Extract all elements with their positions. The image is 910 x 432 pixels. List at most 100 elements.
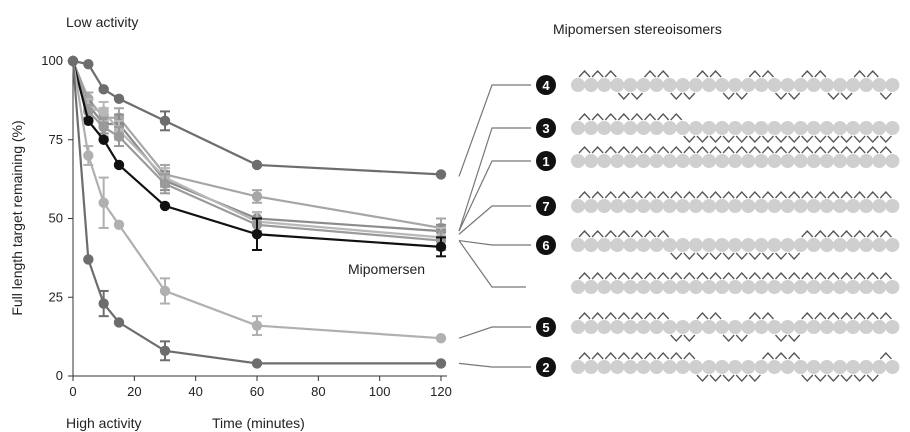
data-point: [98, 84, 109, 95]
nucleotide-bead: [819, 121, 834, 135]
y-axis-title: Full length target remaining (%): [9, 120, 25, 315]
series-4: [67, 55, 447, 180]
nucleotide-bead: [597, 360, 612, 374]
nucleotide-bead: [846, 280, 861, 294]
nucleotide-bead: [649, 238, 664, 252]
data-point: [113, 317, 125, 328]
nucleotide-bead: [793, 238, 808, 252]
nucleotide-bead: [780, 121, 795, 135]
data-point: [67, 55, 79, 67]
data-point: [83, 150, 94, 161]
nucleotide-bead: [702, 280, 716, 294]
nucleotide-bead: [833, 280, 847, 294]
nucleotide-bead: [885, 238, 900, 252]
nucleotide-bead: [571, 320, 585, 334]
nucleotide-bead: [597, 154, 612, 168]
backbone-chevrons: [578, 272, 892, 280]
nucleotide-bead: [872, 360, 887, 374]
nucleotide-bead: [833, 154, 847, 168]
nucleotide-bead: [754, 280, 769, 294]
x-axis-title: Time (minutes): [212, 415, 305, 431]
mipomersen-label: Mipomersen: [348, 261, 425, 277]
nucleotide-bead: [675, 360, 690, 374]
nucleotide-bead: [649, 320, 664, 334]
data-point: [159, 200, 171, 212]
nucleotide-bead: [623, 238, 638, 252]
nucleotide-bead: [780, 360, 795, 374]
data-point: [251, 229, 263, 240]
nucleotide-bead: [859, 360, 874, 374]
nucleotide-bead: [649, 121, 664, 135]
nucleotide-bead: [688, 121, 703, 135]
nucleotide-bead: [833, 320, 847, 334]
leader-line: [458, 239, 531, 246]
leader-line: [458, 362, 531, 368]
backbone-chevrons: [578, 352, 892, 382]
nucleotide-bead: [688, 360, 703, 374]
nucleotide-bead: [610, 280, 625, 294]
nucleotide-bead: [767, 121, 782, 135]
nucleotide-bead: [715, 238, 730, 252]
nucleotide-bead: [767, 280, 782, 294]
nucleotide-bead: [806, 154, 821, 168]
series-mipomersen: [67, 55, 447, 258]
nucleotide-bead: [754, 78, 769, 92]
nucleotide-bead: [885, 320, 900, 334]
nucleotide-bead: [806, 280, 821, 294]
data-point: [83, 254, 94, 265]
nucleotide-bead: [767, 238, 782, 252]
nucleotide-bead: [649, 78, 664, 92]
data-point: [159, 178, 171, 190]
nucleotide-bead: [675, 121, 690, 135]
series-layer: [67, 55, 447, 369]
nucleotide-bead: [767, 320, 782, 334]
nucleotide-bead: [819, 320, 834, 334]
nucleotide-bead: [741, 280, 756, 294]
nucleotide-bead: [741, 238, 756, 252]
data-point: [435, 358, 447, 369]
backbone-chevrons: [578, 230, 892, 260]
data-point: [113, 93, 125, 105]
nucleotide-bead: [636, 154, 651, 168]
nucleotide-bead: [675, 199, 690, 213]
nucleotide-bead: [806, 199, 821, 213]
isomer-row: [571, 272, 900, 294]
nucleotide-bead: [623, 280, 638, 294]
isomer-badge-label: 1: [542, 154, 549, 169]
nucleotide-bead: [702, 320, 716, 334]
isomer-row: 7: [536, 191, 900, 216]
data-point: [98, 121, 109, 133]
nucleotide-bead: [571, 280, 585, 294]
nucleotide-bead: [571, 154, 585, 168]
nucleotide-bead: [610, 199, 625, 213]
nucleotide-bead: [793, 280, 808, 294]
nucleotide-bead: [885, 280, 900, 294]
nucleotide-bead: [767, 154, 782, 168]
nucleotide-bead: [649, 360, 664, 374]
nucleotide-bead: [846, 121, 861, 135]
nucleotide-bead: [872, 280, 887, 294]
backbone-chevrons: [578, 191, 892, 199]
nucleotide-bead: [649, 280, 664, 294]
nucleotide-bead: [728, 199, 743, 213]
nucleotide-bead: [885, 154, 900, 168]
nucleotide-bead: [885, 78, 900, 92]
y-tick-label: 75: [49, 132, 63, 147]
data-point: [113, 159, 125, 171]
nucleotide-bead: [571, 199, 585, 213]
nucleotide-bead: [833, 238, 847, 252]
nucleotide-bead: [662, 154, 677, 168]
nucleotide-bead: [597, 121, 612, 135]
backbone-chevrons: [578, 70, 892, 100]
series-line: [71, 60, 442, 239]
nucleotide-bead: [571, 121, 585, 135]
data-point: [435, 169, 447, 180]
nucleotide-bead: [571, 238, 585, 252]
nucleotide-bead: [728, 154, 743, 168]
leader-line: [458, 240, 526, 288]
nucleotide-bead: [610, 154, 625, 168]
series-5: [67, 55, 447, 344]
nucleotide-bead: [741, 320, 756, 334]
nucleotide-bead: [872, 238, 887, 252]
nucleotide-bead: [688, 280, 703, 294]
